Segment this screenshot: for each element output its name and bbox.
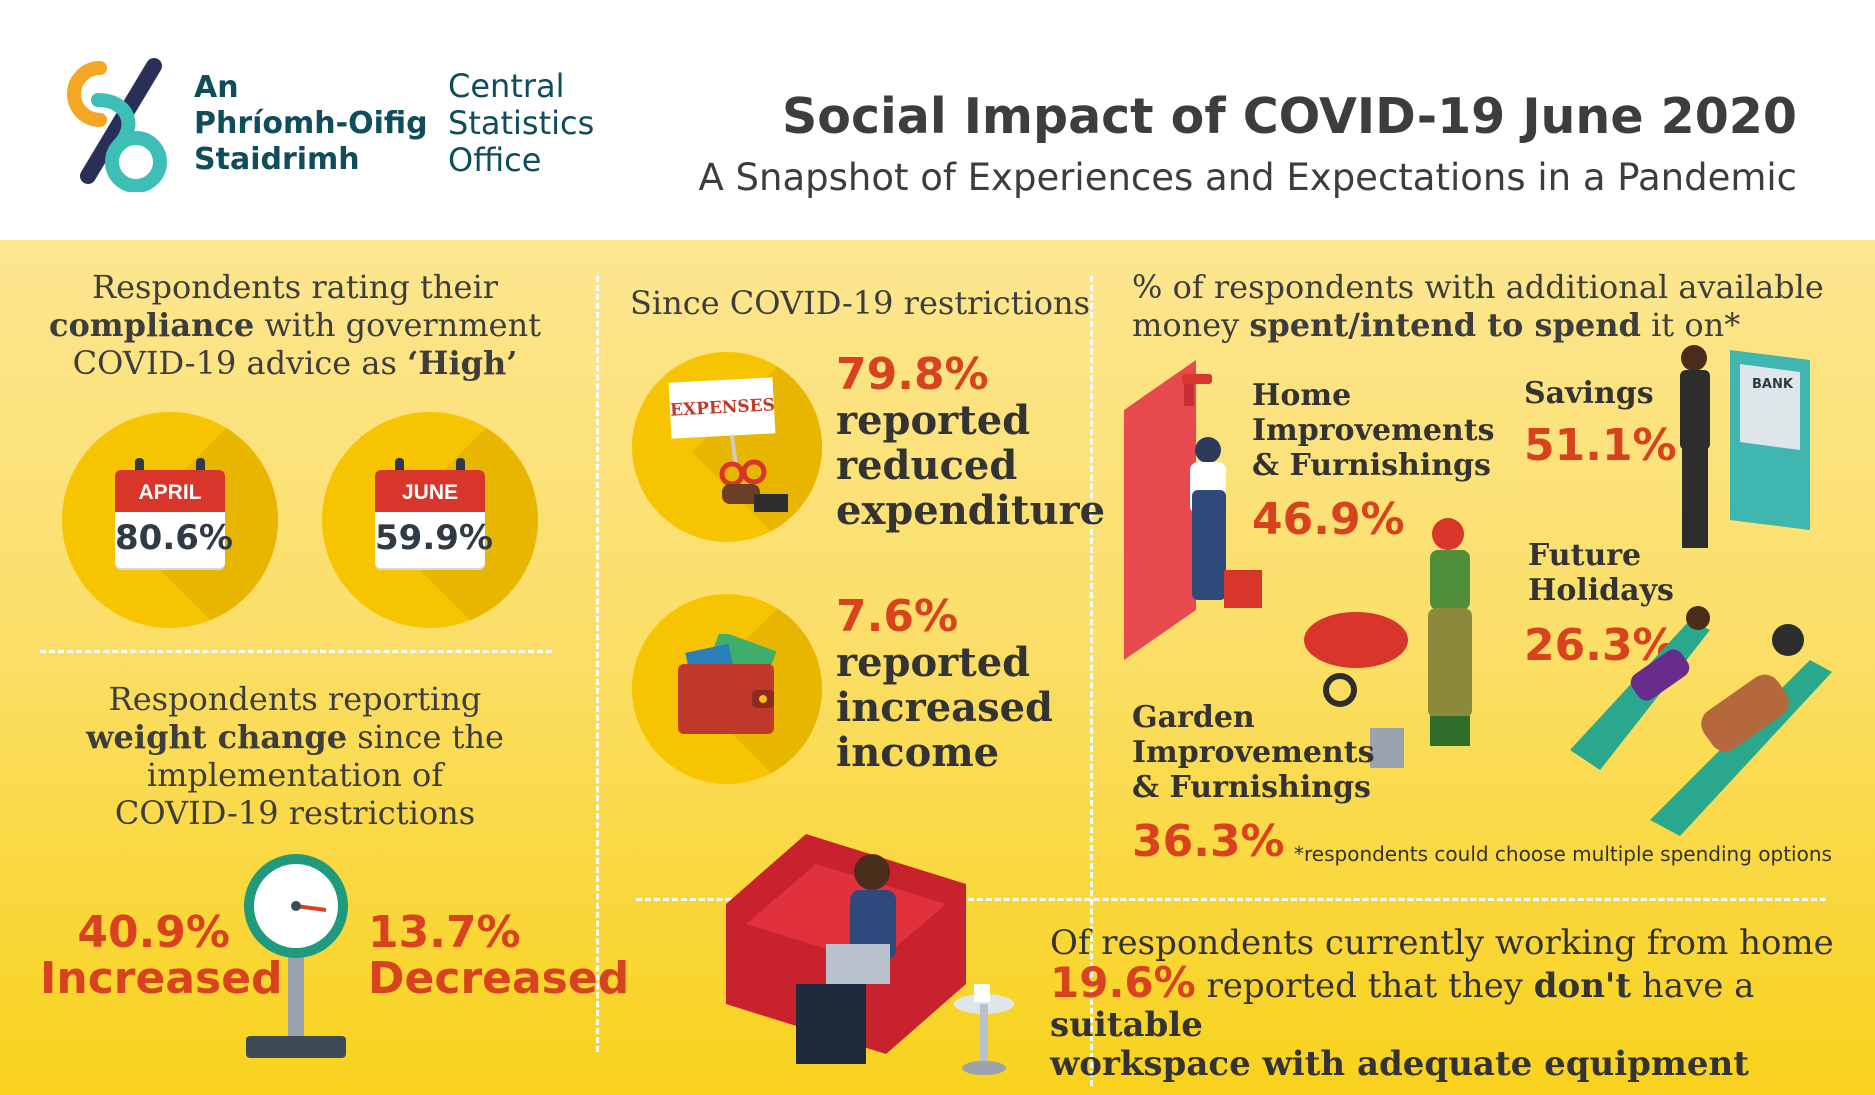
garden-improvements-line-1: Garden	[1132, 700, 1255, 735]
weighing-scale-icon	[244, 854, 348, 1058]
workspace-line-3-bold: workspace with adequate equipment	[1050, 1044, 1749, 1084]
weight-heading-text-2: since the	[357, 718, 504, 756]
scissors-icon	[719, 436, 788, 512]
home-improvements-line-2: Improvements	[1252, 413, 1495, 448]
workspace-line-1: Of respondents currently working from ho…	[1050, 923, 1834, 963]
header: An Phríomh-Oifig Staidrimh Central Stati…	[0, 0, 1875, 240]
gardener-illustration-icon	[1304, 518, 1472, 768]
june-circle: JUNE 59.9%	[322, 412, 538, 628]
savings-label: Savings	[1524, 376, 1654, 411]
reduced-expenditure-stat: 79.8% reported reduced expenditure	[836, 349, 1106, 534]
april-value: 80.6%	[115, 518, 233, 558]
logo-english-line-3: Office	[448, 141, 542, 179]
compliance-heading-bold-1: compliance	[48, 306, 255, 344]
logo-irish-line-1: An	[194, 70, 239, 105]
increased-income-line-1: reported	[836, 639, 1031, 686]
home-improvements-label: Home Improvements & Furnishings	[1252, 378, 1494, 483]
weight-heading-text-3: implementation of	[146, 756, 444, 794]
compliance-heading-text-3: COVID-19 advice as	[72, 344, 397, 382]
weight-decreased: 13.7% Decreased	[368, 907, 630, 1004]
workspace-value: 19.6%	[1050, 958, 1196, 1007]
weight-increased: 40.9% Increased	[40, 907, 283, 1004]
logo-english-line-2: Statistics	[448, 104, 595, 142]
april-circle: APRIL 80.6%	[62, 412, 278, 628]
garden-improvements-line-2: Improvements	[1132, 735, 1375, 770]
logo-english-line-1: Central	[448, 67, 565, 105]
june-calendar-icon: JUNE 59.9%	[375, 458, 493, 568]
painter-illustration-icon	[1124, 360, 1262, 660]
expenses-sign: EXPENSES	[668, 377, 775, 439]
logo-english-text: Central Statistics Office	[448, 68, 594, 179]
increased-income-value: 7.6%	[836, 591, 959, 642]
home-improvements-line-1: Home	[1252, 378, 1352, 413]
spending-footnote: *respondents could choose multiple spend…	[1294, 842, 1832, 866]
compliance-heading-text-2: with government	[264, 306, 542, 344]
home-improvements-line-3: & Furnishings	[1252, 448, 1491, 483]
june-label: JUNE	[375, 470, 485, 512]
wallet-circle	[632, 594, 822, 784]
compliance-heading-text-1: Respondents rating their	[92, 268, 498, 306]
spending-heading: % of respondents with additional availab…	[1132, 268, 1852, 344]
content-area: Respondents rating their compliance with…	[0, 240, 1875, 1095]
bank-atm-illustration-icon: BANK	[1680, 345, 1810, 548]
april-label: APRIL	[115, 470, 225, 512]
logo-irish-line-3: Staidrimh	[194, 142, 360, 177]
workspace-line-2-bold-2: suitable	[1050, 1005, 1203, 1045]
sunbathers-illustration-icon	[1570, 606, 1832, 836]
divider-left	[596, 276, 599, 1052]
april-calendar-icon: APRIL 80.6%	[115, 458, 233, 568]
divider-workspace	[636, 898, 1826, 901]
divider-right	[1090, 276, 1093, 1086]
future-holidays-line-1: Future	[1528, 538, 1642, 573]
spending-heading-text-2: money	[1132, 306, 1240, 344]
bank-sign: BANK	[1752, 377, 1794, 392]
weight-increased-value: 40.9%	[77, 907, 230, 958]
reduced-expenditure-line-1: reported	[836, 397, 1031, 444]
spending-heading-text-1: % of respondents with additional availab…	[1132, 268, 1824, 306]
savings-value: 51.1%	[1524, 420, 1677, 471]
compliance-heading: Respondents rating their compliance with…	[40, 268, 550, 382]
spending-heading-text-3: it on*	[1651, 306, 1741, 344]
weight-decreased-label: Decreased	[368, 953, 630, 1004]
workspace-text: Of respondents currently working from ho…	[1050, 924, 1840, 1084]
weight-decreased-value: 13.7%	[368, 907, 521, 958]
divider-compliance-weight	[40, 650, 552, 653]
compliance-heading-bold-2: ‘High’	[407, 344, 518, 382]
sofa-laptop-illustration-icon	[726, 834, 1014, 1075]
home-improvements-value: 46.9%	[1252, 494, 1405, 545]
garden-improvements-label: Garden Improvements & Furnishings	[1132, 700, 1374, 805]
spending-heading-bold: spent/intend to spend	[1249, 306, 1641, 344]
workspace-line-2-text-2: have a	[1641, 966, 1755, 1006]
weight-heading-bold: weight change	[86, 718, 348, 756]
expenses-circle: EXPENSES	[632, 352, 822, 542]
logo-irish-line-2: Phríomh-Oifig	[194, 106, 428, 141]
future-holidays-line-2: Holidays	[1528, 573, 1674, 608]
logo-irish-text: An Phríomh-Oifig Staidrimh	[194, 70, 428, 178]
cso-logo-icon	[67, 58, 167, 192]
restrictions-heading: Since COVID-19 restrictions	[630, 284, 1091, 322]
garden-improvements-line-3: & Furnishings	[1132, 770, 1371, 805]
workspace-line-2-text: reported that they	[1206, 966, 1523, 1006]
increased-income-line-2: increased	[836, 684, 1054, 731]
weight-heading-text-1: Respondents reporting	[108, 680, 482, 718]
garden-improvements-value: 36.3%	[1132, 816, 1285, 867]
reduced-expenditure-line-2: reduced	[836, 442, 1018, 489]
increased-income-stat: 7.6% reported increased income	[836, 591, 1054, 776]
page-title: Social Impact of COVID-19 June 2020	[781, 88, 1797, 145]
increased-income-line-3: income	[836, 729, 1000, 776]
future-holidays-label: Future Holidays	[1528, 538, 1674, 608]
june-value: 59.9%	[375, 518, 493, 558]
reduced-expenditure-value: 79.8%	[836, 349, 989, 400]
workspace-line-2-bold-1: don't	[1533, 966, 1632, 1006]
weight-heading-text-4: COVID-19 restrictions	[114, 794, 476, 832]
page-subtitle: A Snapshot of Experiences and Expectatio…	[698, 156, 1797, 199]
weight-heading: Respondents reporting weight change sinc…	[40, 680, 550, 832]
reduced-expenditure-line-3: expenditure	[836, 487, 1106, 534]
weight-increased-label: Increased	[40, 953, 283, 1004]
wallet-icon	[678, 634, 777, 734]
